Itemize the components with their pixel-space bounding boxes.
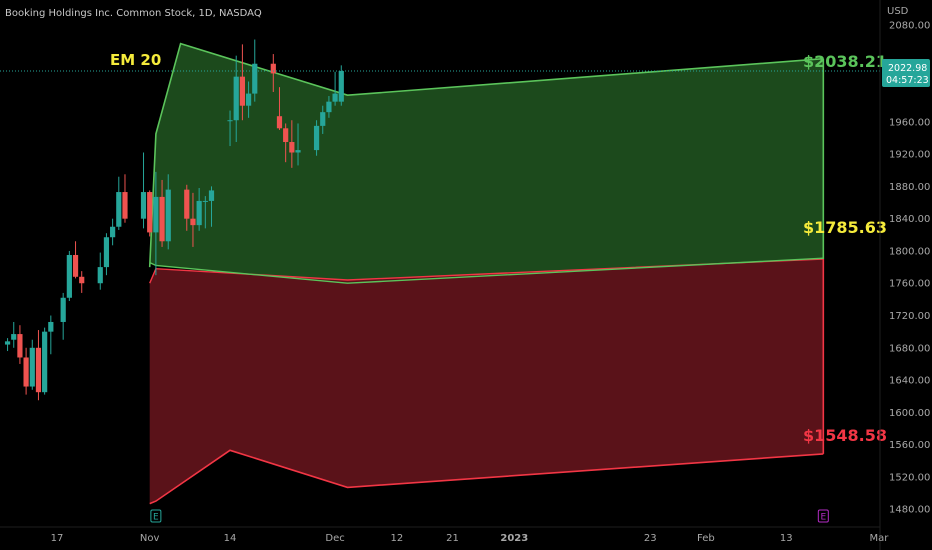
earnings-badge-label: E [820, 513, 826, 523]
candle-body [140, 192, 147, 219]
candle-body [276, 116, 283, 129]
lower-range-fill [149, 259, 824, 504]
price-tick-label: 1600.00 [889, 408, 930, 419]
price-tick-label: 1680.00 [889, 343, 930, 354]
candle-body [283, 128, 289, 143]
mid-upper-line [149, 257, 824, 284]
em-20-label: EM 20 [110, 51, 161, 69]
candle-body [42, 331, 48, 393]
time-tick-label: 21 [446, 533, 459, 544]
time-tick-label: 2023 [500, 533, 528, 544]
time-tick-label: 23 [644, 533, 657, 544]
candle-body [289, 142, 295, 153]
candle-body [326, 101, 332, 113]
time-tick-label: 17 [51, 533, 64, 544]
candle-body [239, 76, 245, 106]
lower-bound-line [149, 449, 824, 505]
currency-label: USD [887, 6, 909, 17]
candle-body [165, 189, 171, 242]
price-tick-label: 1560.00 [889, 440, 930, 451]
candle-body [72, 254, 79, 277]
candle-body [196, 200, 202, 226]
candle-body [97, 267, 103, 284]
candlestick-series [4, 39, 344, 401]
candle-body [295, 150, 301, 153]
candle-body [116, 192, 122, 227]
candle-body [66, 254, 72, 298]
time-tick-label: Feb [697, 533, 715, 544]
time-tick-label: Mar [870, 533, 890, 544]
candle-body [103, 237, 110, 268]
price-axis[interactable]: USD 2080.00 1960.00 1920.00 1880.00 1840.00 1… [887, 6, 930, 516]
price-tick-label: 1920.00 [889, 150, 930, 161]
upper-bound-line [148, 42, 824, 268]
candle-body [11, 334, 17, 340]
upper-range-fill [149, 43, 824, 284]
time-tick-label: 12 [391, 533, 404, 544]
earnings-badge [817, 509, 829, 523]
lower-level-label: $1548.58 [803, 426, 887, 445]
price-tick-label: 2080.00 [889, 21, 930, 32]
price-tick-label: 1800.00 [889, 246, 930, 257]
price-tick-label: 1840.00 [889, 214, 930, 225]
bar-countdown: 04:57:23 [886, 75, 929, 86]
time-tick-label: 13 [780, 533, 793, 544]
price-tick-label: 1760.00 [889, 279, 930, 290]
candle-body [35, 347, 42, 393]
earnings-badge [150, 509, 162, 523]
time-axis[interactable]: 17 Nov 14 Dec 12 21 2023 23 Feb 13 Mar [51, 533, 890, 544]
candle-body [233, 76, 239, 121]
candle-body [159, 196, 165, 242]
candle-body [79, 276, 85, 284]
candle-body [4, 341, 11, 345]
last-price-tag: 2022.98 04:57:23 [882, 59, 930, 88]
candle-body [202, 200, 208, 202]
candle-body [320, 112, 326, 126]
candle-body [110, 226, 116, 238]
candle-body [270, 63, 276, 74]
time-tick-label: 14 [224, 533, 237, 544]
candle-body [190, 218, 196, 226]
candle-body [147, 192, 153, 233]
time-tick-label: Dec [325, 533, 344, 544]
price-tag-background [882, 59, 930, 88]
last-price-value: 2022.98 [888, 63, 927, 74]
price-tick-label: 1480.00 [889, 505, 930, 516]
price-tick-label: 1880.00 [889, 182, 930, 193]
mid-level-label: $1785.63 [803, 218, 887, 237]
candle-body [29, 347, 35, 387]
price-tick-label: 1720.00 [889, 311, 930, 322]
earnings-badge-label: E [153, 513, 159, 523]
candle-body [332, 93, 338, 102]
candle-body [184, 189, 190, 219]
candle-body [122, 192, 128, 219]
chart-title: Booking Holdings Inc. Common Stock, 1D, … [5, 8, 262, 19]
expected-move-regions [148, 42, 825, 505]
time-tick-label: Nov [140, 533, 160, 544]
price-tick-label: 1960.00 [889, 117, 930, 128]
candle-body [23, 357, 29, 387]
candle-body [48, 321, 54, 332]
candle-body [17, 334, 23, 358]
price-tick-label: 1520.00 [889, 472, 930, 483]
candle-body [227, 120, 233, 122]
candle-body [208, 190, 215, 201]
candle-body [245, 93, 252, 106]
price-tick-label: 1640.00 [889, 376, 930, 387]
candle-body [252, 63, 258, 94]
candle-body [338, 71, 344, 102]
upper-level-label: $2038.21 [803, 52, 887, 71]
candle-body [313, 125, 320, 151]
candle-body [60, 297, 66, 322]
candle-body [153, 196, 159, 233]
